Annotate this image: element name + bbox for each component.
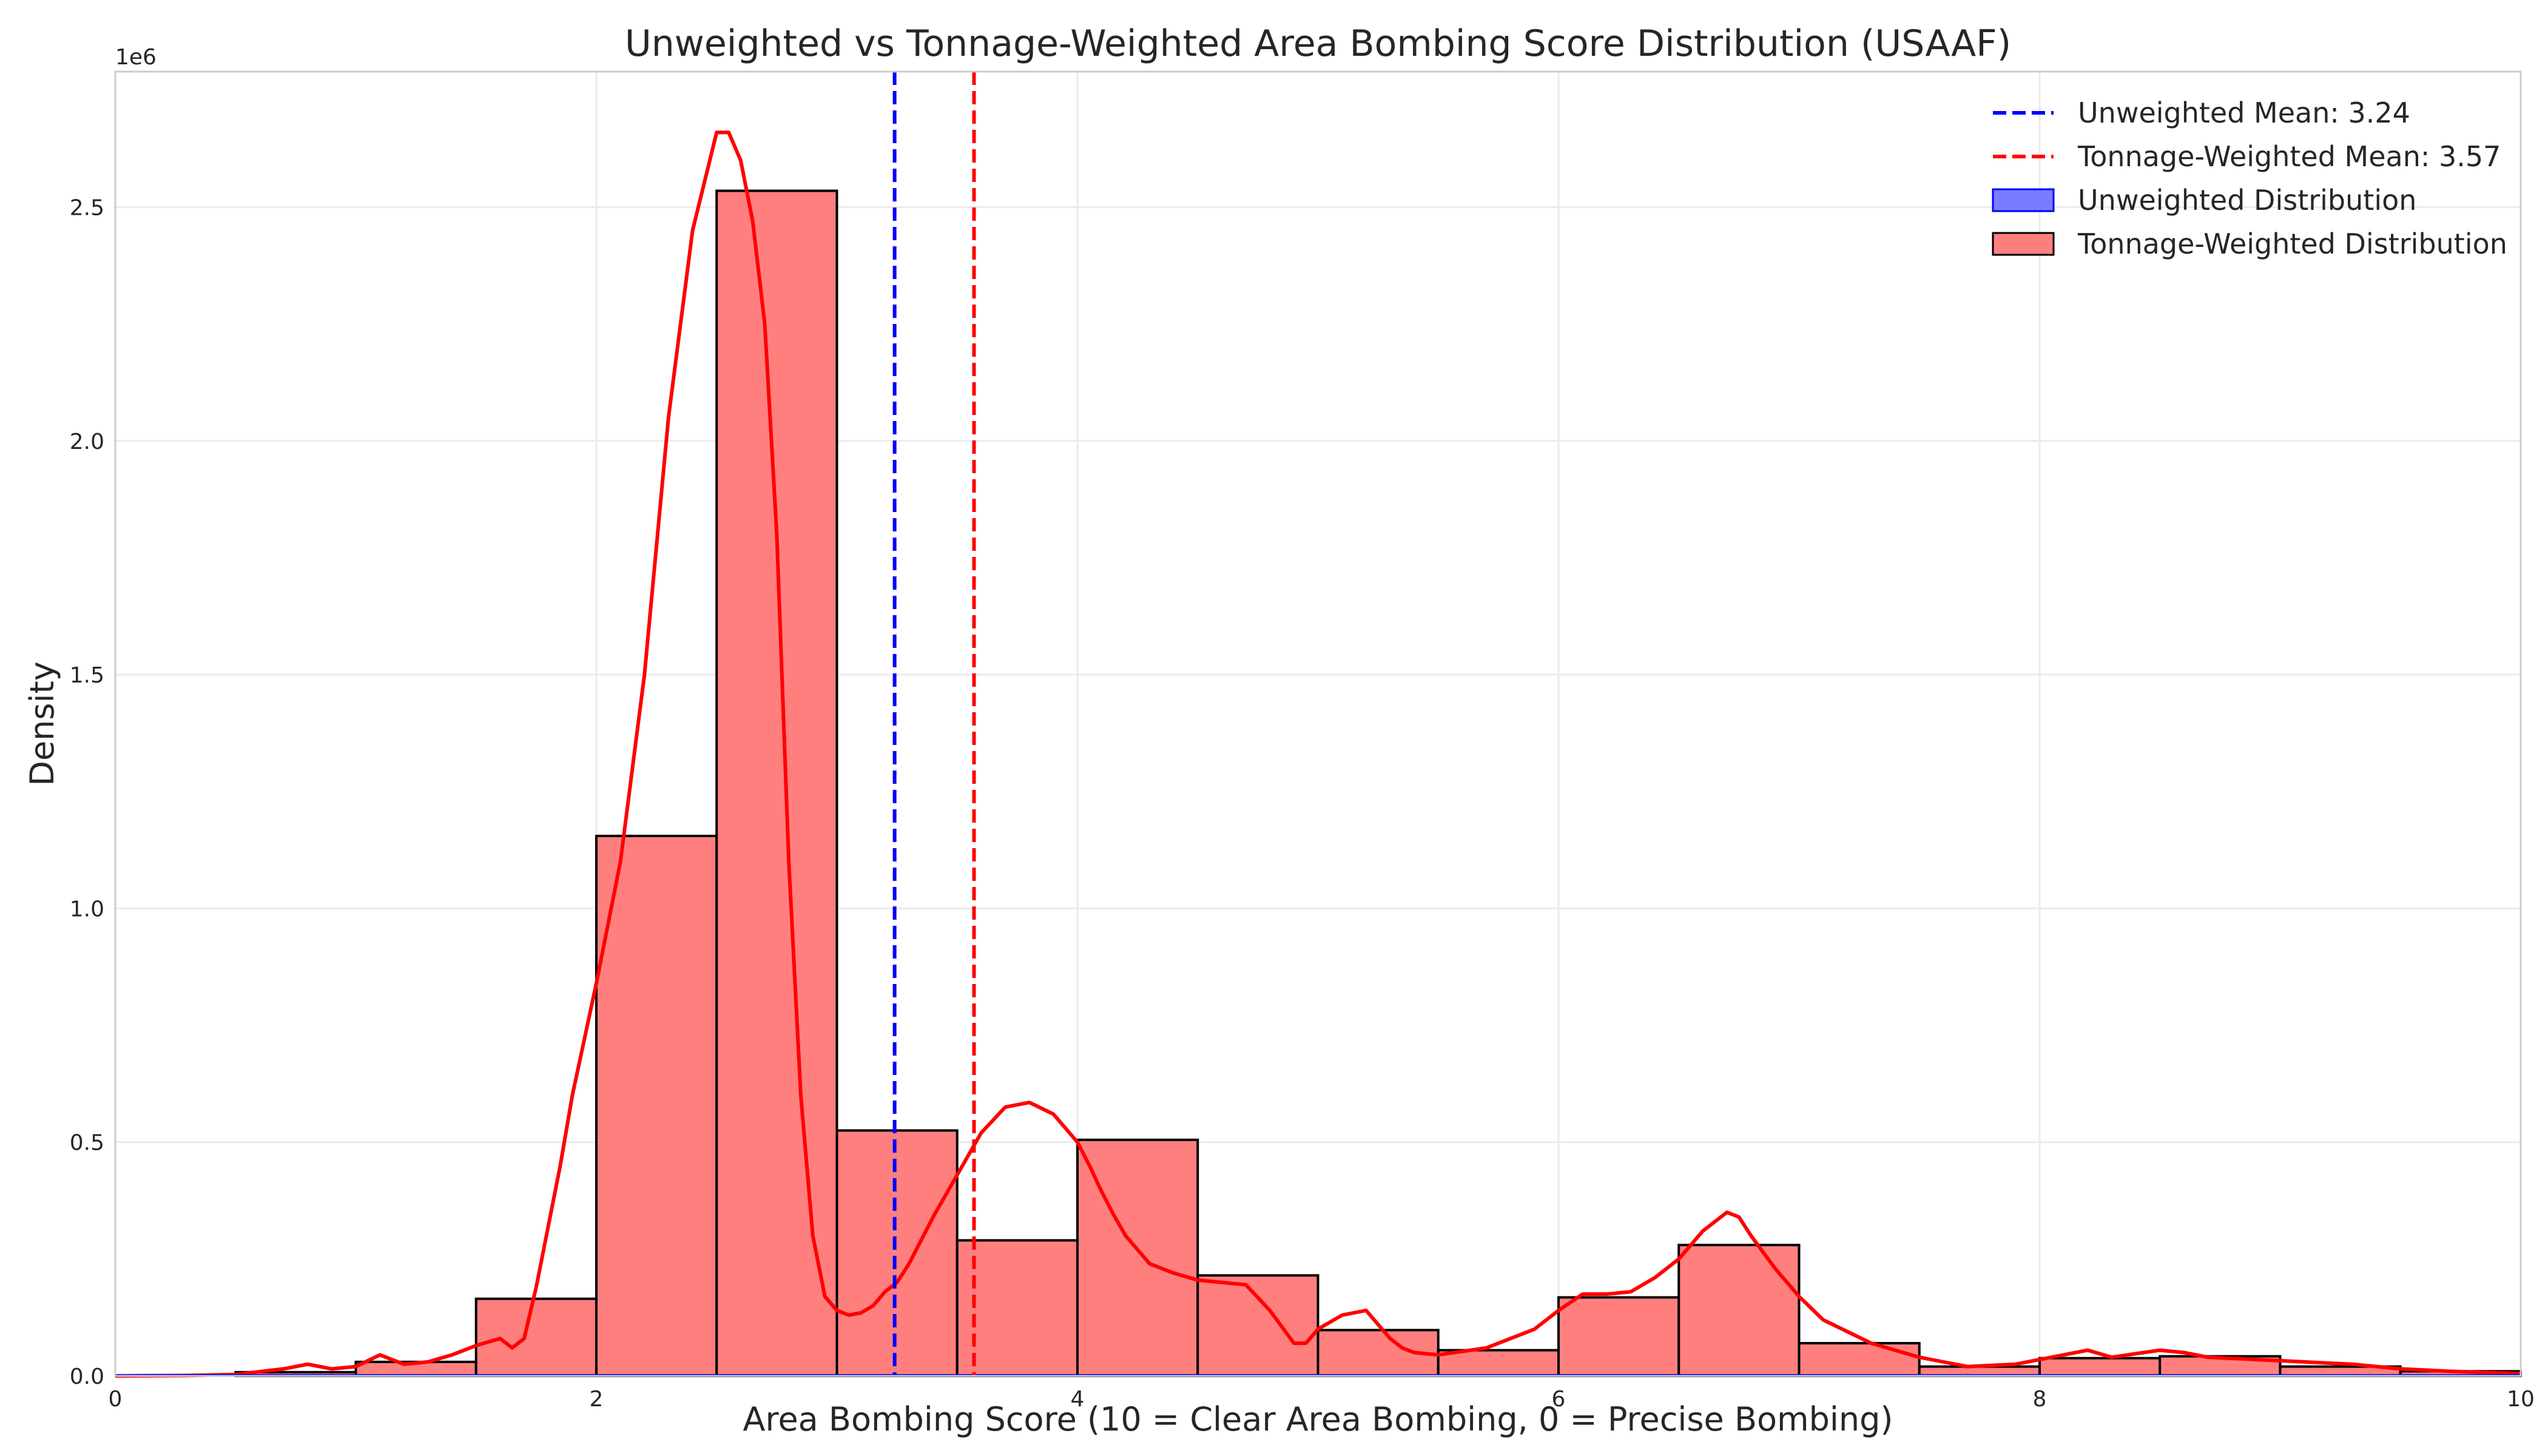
y-tick-label: 1.0 xyxy=(70,897,104,922)
y-tick-label: 0.0 xyxy=(70,1364,104,1389)
weighted-bar xyxy=(1557,1296,1680,1377)
weighted-bar xyxy=(1677,1244,1801,1378)
weighted-bar xyxy=(1798,1342,1921,1378)
mean-lines xyxy=(892,72,976,1376)
plot-frame xyxy=(114,70,2522,1377)
x-tick-label: 10 xyxy=(2507,1387,2535,1412)
weighted-bar xyxy=(474,1297,598,1377)
y-tick-label: 2.5 xyxy=(70,195,104,220)
legend-weighted-mean-label: Tonnage-Weighted Mean: 3.57 xyxy=(2077,140,2501,173)
y-tick-label: 1.5 xyxy=(70,663,104,688)
legend-unweighted-distribution-label: Unweighted Distribution xyxy=(2078,184,2416,217)
legend-unweighted-mean-label: Unweighted Mean: 3.24 xyxy=(2078,96,2410,129)
chart-title: Unweighted vs Tonnage-Weighted Area Bomb… xyxy=(625,22,2011,65)
weighted-bar xyxy=(595,834,718,1378)
y-axis-label: Density xyxy=(23,661,61,786)
x-tick-label: 4 xyxy=(1071,1387,1085,1412)
weighted-bar xyxy=(2038,1357,2162,1377)
kde-curve-layer xyxy=(115,130,2521,1378)
x-axis-label: Area Bombing Score (10 = Clear Area Bomb… xyxy=(743,1400,1893,1438)
legend-weighted-distribution-label: Tonnage-Weighted Distribution xyxy=(2077,228,2507,260)
weighted-bar xyxy=(835,1129,959,1377)
legend-weighted-distribution-swatch xyxy=(1992,232,2055,256)
x-tick-label: 0 xyxy=(109,1387,123,1412)
y-tick-label: 0.5 xyxy=(70,1131,104,1156)
x-tick-label: 6 xyxy=(1552,1387,1566,1412)
legend-unweighted-distribution-swatch xyxy=(1992,188,2055,212)
x-tick-label: 8 xyxy=(2033,1387,2047,1412)
legend: Unweighted Mean: 3.24 Tonnage-Weighted Me… xyxy=(1992,96,2507,260)
x-tick-label: 2 xyxy=(590,1387,604,1412)
weighted-bar xyxy=(1437,1349,1560,1377)
weighted-bar xyxy=(956,1239,1079,1378)
y-tick-label: 2.0 xyxy=(70,430,104,454)
kde-curve xyxy=(115,130,2521,1378)
y-axis-offset-label: 1e6 xyxy=(115,45,157,70)
axis-ticks: 0 2 4 6 8 10 0.0 0.5 1.0 1.5 2.0 2.5 xyxy=(70,195,2535,1412)
weighted-bar xyxy=(1196,1274,1320,1378)
weighted-bar xyxy=(715,189,838,1377)
